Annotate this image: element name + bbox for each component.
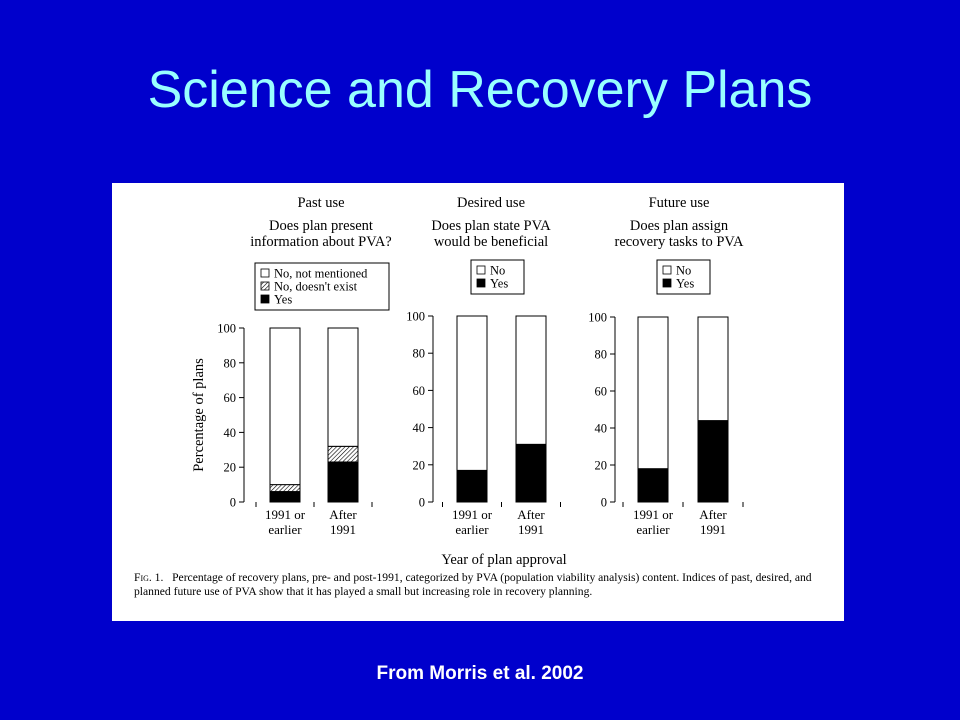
legend-label: Yes [274, 293, 292, 307]
x-category-label: 1991 [518, 522, 544, 537]
bar-segment-yes [637, 468, 669, 503]
legend-swatch [662, 278, 672, 288]
panel-question-line: recovery tasks to PVA [614, 234, 744, 250]
legend-box [254, 262, 390, 311]
panel-title: Future use [649, 195, 710, 211]
y-tick-label: 0 [419, 496, 425, 510]
slide-title: Science and Recovery Plans [147, 61, 813, 119]
bar-segment-no [456, 315, 488, 471]
x-category-label: After [517, 507, 545, 522]
bar-segment-no-not-mentioned [269, 327, 301, 486]
legend-swatch [260, 268, 270, 278]
panel-question-line: information about PVA? [250, 234, 392, 250]
y-tick-label: 100 [217, 322, 236, 336]
panel-question-line: would be beneficial [434, 234, 548, 250]
legend-swatch [476, 278, 486, 288]
bar-segment-no [697, 316, 729, 422]
y-tick-label: 0 [230, 496, 236, 510]
y-tick-label: 100 [406, 310, 425, 324]
y-tick-label: 60 [413, 384, 426, 398]
y-tick-label: 80 [413, 347, 426, 361]
figure-caption: Fig. 1. Percentage of recovery plans, pr… [134, 571, 834, 599]
x-category-label: After [699, 507, 727, 522]
x-category-label: 1991 [700, 522, 726, 537]
y-tick-label: 60 [595, 385, 608, 399]
panel-title: Desired use [457, 195, 525, 211]
panel-question-line: Does plan state PVA [431, 218, 551, 234]
legend-label: No, not mentioned [274, 267, 368, 281]
legend-swatch [476, 265, 486, 275]
caption-label: Fig. 1. [134, 571, 164, 584]
y-tick-label: 20 [224, 461, 237, 475]
bar-segment-yes [269, 491, 301, 503]
panel-question-line: Does plan present [269, 218, 373, 234]
legend-label: No [676, 264, 691, 278]
legend-label: No, doesn't exist [274, 280, 358, 294]
bar-segment-no-doesn-t-exist [269, 484, 301, 493]
legend-label: Yes [490, 277, 508, 291]
legend-swatch [260, 281, 270, 291]
y-tick-label: 20 [595, 459, 608, 473]
y-tick-label: 40 [224, 426, 237, 440]
figure-panel: Past use Does plan present information abo… [112, 183, 844, 621]
y-tick-label: 100 [588, 311, 607, 325]
x-category-label: earlier [636, 522, 670, 537]
source-credit: From Morris et al. 2002 [376, 663, 584, 684]
y-tick-label: 40 [595, 422, 608, 436]
panel-title: Past use [297, 195, 344, 211]
bar-segment-yes [697, 420, 729, 503]
y-tick-label: 40 [413, 421, 426, 435]
y-tick-label: 80 [595, 348, 608, 362]
shared-ylabel: Percentage of plans [191, 358, 207, 472]
legend-label: Yes [676, 277, 694, 291]
x-category-label: After [329, 507, 357, 522]
x-category-label: 1991 or [265, 507, 306, 522]
bar-segment-no [637, 316, 669, 470]
y-tick-label: 80 [224, 356, 237, 370]
y-tick-label: 60 [224, 391, 237, 405]
legend-swatch [662, 265, 672, 275]
shared-xlabel: Year of plan approval [441, 552, 566, 568]
bar-segment-yes [515, 443, 547, 503]
legend-swatch [260, 294, 270, 304]
y-tick-label: 20 [413, 458, 426, 472]
x-category-label: earlier [455, 522, 489, 537]
x-category-label: earlier [268, 522, 302, 537]
panel-question-line: Does plan assign [630, 218, 729, 234]
x-category-label: 1991 or [633, 507, 674, 522]
legend-label: No [490, 264, 505, 278]
bar-segment-no [515, 315, 547, 445]
bar-segment-yes [456, 469, 488, 503]
bar-segment-yes [327, 461, 359, 503]
x-category-label: 1991 [330, 522, 356, 537]
x-category-label: 1991 or [452, 507, 493, 522]
y-tick-label: 0 [601, 496, 607, 510]
caption-text: Percentage of recovery plans, pre- and p… [134, 571, 812, 598]
bar-segment-no-not-mentioned [327, 327, 359, 447]
bar-segment-no-doesn-t-exist [327, 445, 359, 463]
